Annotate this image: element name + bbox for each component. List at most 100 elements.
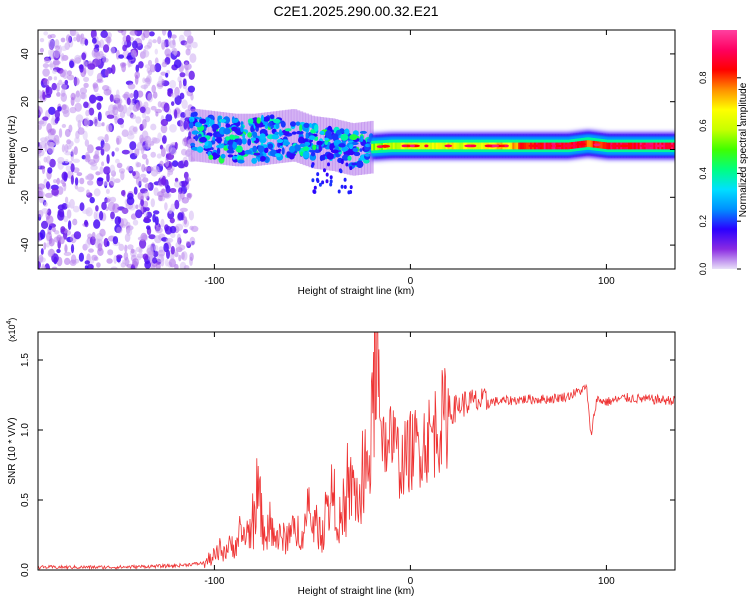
heat-cell	[604, 142, 607, 149]
heat-cell	[189, 236, 196, 246]
heat-cell	[651, 142, 655, 150]
heat-cell	[331, 133, 339, 141]
heat-cell	[223, 128, 231, 135]
heat-cell	[353, 151, 361, 157]
heat-cell	[135, 204, 139, 210]
heat-cell	[142, 77, 146, 84]
heat-cell	[120, 218, 128, 227]
heat-cell	[637, 142, 641, 150]
heat-cell	[347, 190, 351, 195]
heat-cell	[132, 40, 138, 49]
heat-cell	[174, 95, 182, 106]
heat-cell	[165, 237, 174, 243]
heat-cell	[87, 144, 94, 154]
heat-cell	[205, 117, 210, 123]
heat-cell	[184, 62, 189, 71]
heat-cell	[184, 136, 188, 147]
heat-cell	[628, 142, 631, 150]
heat-cell	[68, 124, 73, 133]
heat-cell	[125, 34, 131, 44]
heat-cell	[64, 196, 69, 204]
heat-cell	[170, 203, 176, 212]
heat-cell	[247, 138, 252, 146]
heat-cell	[101, 161, 105, 167]
heat-cell	[88, 248, 94, 253]
heat-cell	[57, 156, 65, 164]
heat-cell	[61, 104, 67, 111]
heat-cell	[422, 142, 425, 150]
heat-cell	[150, 123, 157, 131]
heat-cell	[100, 148, 105, 156]
y-tick-label: 40	[20, 48, 31, 60]
heat-cell	[116, 226, 122, 234]
heat-cell	[48, 39, 55, 50]
heat-cell	[159, 160, 164, 167]
y-tick-label: 1.0	[20, 423, 31, 437]
heat-cell	[39, 47, 45, 53]
heat-cell	[282, 110, 286, 163]
heat-cell	[220, 153, 226, 159]
heat-cell	[365, 143, 371, 148]
heat-cell	[141, 130, 149, 141]
heat-cell	[38, 260, 41, 269]
heat-cell	[131, 49, 137, 58]
heat-cell	[302, 146, 309, 152]
heat-cell	[48, 225, 52, 231]
heat-cell	[325, 179, 329, 184]
heat-cell	[189, 53, 197, 63]
heat-cell	[100, 30, 108, 38]
heat-cell	[541, 142, 545, 150]
heat-cell	[114, 216, 121, 226]
heat-cell	[271, 133, 280, 140]
heat-cell	[160, 218, 165, 228]
heat-cell	[192, 111, 198, 117]
heat-cell	[133, 89, 139, 100]
heat-cell	[121, 62, 126, 73]
heat-cell	[190, 108, 195, 162]
heat-cell	[83, 101, 89, 109]
heat-cell	[164, 48, 171, 57]
heat-cell	[122, 104, 128, 114]
heat-cell	[160, 71, 167, 76]
heat-cell	[126, 133, 135, 140]
heat-cell	[118, 243, 125, 251]
heat-cell	[104, 133, 109, 143]
heat-cell	[91, 254, 98, 261]
heat-cell	[180, 116, 185, 126]
heat-cell	[267, 143, 274, 150]
heat-cell	[291, 131, 297, 135]
heat-cell	[183, 30, 192, 37]
heat-cell	[63, 251, 72, 256]
heat-cell	[172, 160, 179, 168]
heat-cell	[48, 106, 56, 115]
heat-cell	[338, 143, 346, 148]
heat-cell	[73, 93, 82, 103]
heat-cell	[161, 30, 167, 36]
heat-cell	[237, 138, 243, 146]
snr-x-ticks: -100 0 100	[204, 332, 615, 587]
x-tick-label: 100	[598, 276, 615, 287]
heat-cell	[323, 168, 326, 173]
heat-cell	[189, 121, 194, 129]
heat-cell	[43, 78, 50, 86]
heat-cell	[182, 78, 187, 87]
heat-cell	[654, 144, 666, 148]
heat-cell	[185, 177, 192, 182]
heat-cell	[138, 61, 144, 69]
heat-cell	[66, 209, 72, 219]
heat-cell	[282, 141, 291, 146]
heat-cell	[79, 202, 85, 212]
heat-cell	[191, 146, 199, 151]
heat-cell	[122, 93, 129, 99]
heat-cell	[220, 119, 226, 123]
heat-cell	[102, 85, 110, 91]
heat-cell	[66, 145, 72, 150]
heat-cell	[70, 254, 77, 264]
heat-cell	[151, 84, 156, 93]
heat-cell	[73, 36, 77, 42]
heat-cell	[295, 121, 301, 126]
heat-cell	[164, 202, 168, 211]
heat-cell	[47, 76, 53, 81]
heat-cell	[321, 180, 325, 185]
heat-cell	[629, 142, 633, 150]
